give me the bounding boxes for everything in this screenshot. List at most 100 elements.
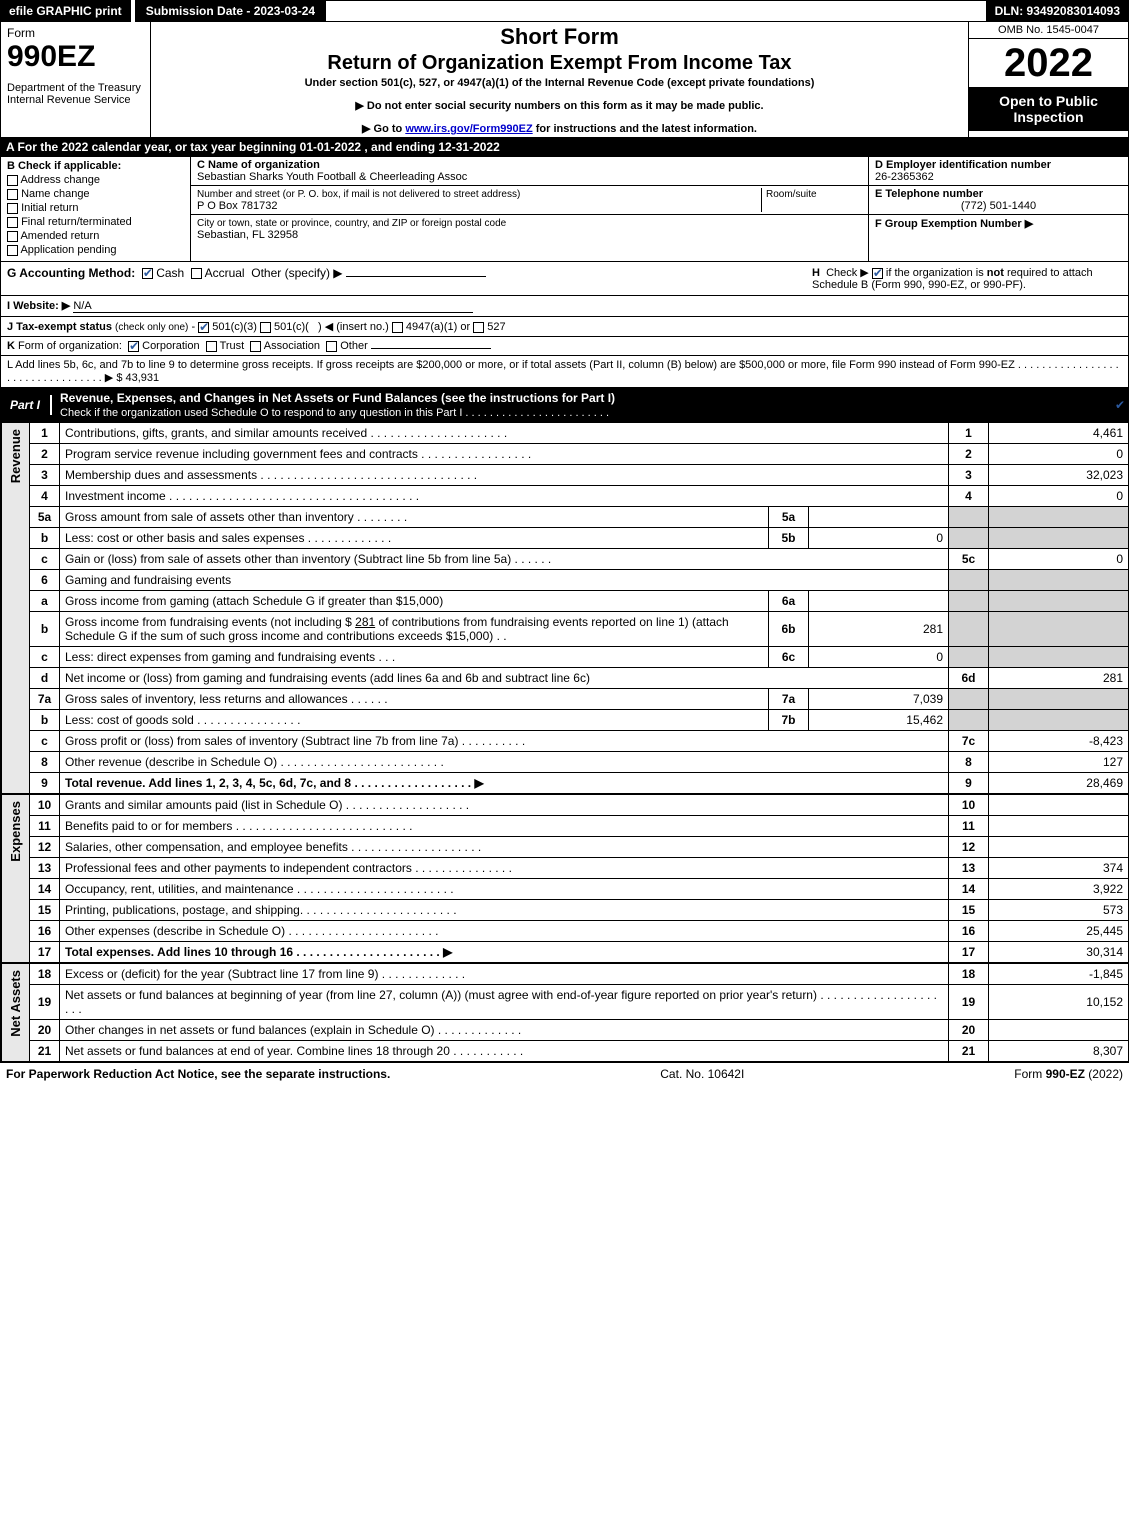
chk-trust[interactable]	[206, 341, 217, 352]
part1-check-note: Check if the organization used Schedule …	[60, 407, 609, 419]
irs-link[interactable]: www.irs.gov/Form990EZ	[405, 123, 532, 135]
addr-value: P O Box 781732	[197, 200, 278, 212]
chk-501c[interactable]	[260, 322, 271, 333]
lbl-initial-return: Initial return	[21, 202, 78, 214]
chk-h[interactable]	[872, 268, 883, 279]
form-word: Form	[7, 26, 144, 40]
tax-year: 2022	[969, 39, 1128, 87]
line-21: 21Net assets or fund balances at end of …	[30, 1041, 1129, 1062]
header-left: Form 990EZ Department of the Treasury In…	[1, 22, 151, 137]
lbl-other: Other (specify) ▶	[251, 266, 342, 280]
line-18: 18Excess or (deficit) for the year (Subt…	[30, 964, 1129, 985]
org-name: Sebastian Sharks Youth Football & Cheerl…	[197, 171, 467, 183]
lbl-cash: Cash	[156, 266, 184, 280]
form-header: Form 990EZ Department of the Treasury In…	[0, 22, 1129, 137]
expenses-section: Expenses 10Grants and similar amounts pa…	[0, 794, 1129, 963]
section-bcdef: B Check if applicable: Address change Na…	[0, 157, 1129, 262]
city-label: City or town, state or province, country…	[197, 218, 506, 229]
line-9: 9Total revenue. Add lines 1, 2, 3, 4, 5c…	[30, 773, 1129, 794]
revenue-section: Revenue 1Contributions, gifts, grants, a…	[0, 422, 1129, 794]
lbl-accrual: Accrual	[205, 266, 245, 280]
line-20: 20Other changes in net assets or fund ba…	[30, 1020, 1129, 1041]
line-7c: cGross profit or (loss) from sales of in…	[30, 731, 1129, 752]
room-label: Room/suite	[766, 189, 817, 200]
lbl-address-change: Address change	[20, 174, 100, 186]
chk-accrual[interactable]	[191, 268, 202, 279]
l-text: L Add lines 5b, 6c, and 7b to line 9 to …	[7, 359, 1119, 384]
chk-final-return[interactable]: Final return/terminated	[7, 216, 184, 228]
form-title-2: Return of Organization Exempt From Incom…	[159, 52, 960, 75]
chk-cash[interactable]	[142, 268, 153, 279]
line-6b: bGross income from fundraising events (n…	[30, 612, 1129, 647]
submission-date: Submission Date - 2023-03-24	[135, 0, 326, 22]
line-16: 16Other expenses (describe in Schedule O…	[30, 921, 1129, 942]
row-j: J Tax-exempt status (check only one) - 5…	[0, 317, 1129, 337]
line-6a: aGross income from gaming (attach Schedu…	[30, 591, 1129, 612]
netassets-section: Net Assets 18Excess or (deficit) for the…	[0, 963, 1129, 1062]
line-3: 3Membership dues and assessments . . . .…	[30, 465, 1129, 486]
chk-address-change[interactable]: Address change	[7, 174, 184, 186]
line-6: 6Gaming and fundraising events	[30, 570, 1129, 591]
line-a: A For the 2022 calendar year, or tax yea…	[0, 137, 1129, 157]
line-7b: bLess: cost of goods sold . . . . . . . …	[30, 710, 1129, 731]
chk-other-org[interactable]	[326, 341, 337, 352]
chk-assoc[interactable]	[250, 341, 261, 352]
chk-501c3[interactable]	[198, 322, 209, 333]
h-section: H Check ▶ if the organization is not req…	[812, 266, 1122, 291]
l-amount: 43,931	[126, 372, 160, 384]
note-link-post: for instructions and the latest informat…	[533, 123, 757, 135]
top-bar: efile GRAPHIC print Submission Date - 20…	[0, 0, 1129, 22]
b-label: B Check if applicable:	[7, 160, 184, 172]
note-link: ▶ Go to www.irs.gov/Form990EZ for instru…	[159, 122, 960, 135]
line-4: 4Investment income . . . . . . . . . . .…	[30, 486, 1129, 507]
department: Department of the Treasury Internal Reve…	[7, 82, 144, 106]
chk-4947[interactable]	[392, 322, 403, 333]
line-6c: cLess: direct expenses from gaming and f…	[30, 647, 1129, 668]
side-netassets: Net Assets	[1, 963, 29, 1062]
part1-header: Part I Revenue, Expenses, and Changes in…	[0, 388, 1129, 422]
col-c: C Name of organization Sebastian Sharks …	[191, 157, 868, 261]
city-value: Sebastian, FL 32958	[197, 229, 298, 241]
line-11: 11Benefits paid to or for members . . . …	[30, 816, 1129, 837]
addr-label: Number and street (or P. O. box, if mail…	[197, 189, 520, 200]
revenue-table: 1Contributions, gifts, grants, and simil…	[29, 422, 1129, 794]
line-5a: 5aGross amount from sale of assets other…	[30, 507, 1129, 528]
line-5c: cGain or (loss) from sale of assets othe…	[30, 549, 1129, 570]
line-12: 12Salaries, other compensation, and empl…	[30, 837, 1129, 858]
page-footer: For Paperwork Reduction Act Notice, see …	[0, 1062, 1129, 1085]
form-title-1: Short Form	[159, 24, 960, 50]
efile-label[interactable]: efile GRAPHIC print	[0, 0, 131, 22]
line-7a: 7aGross sales of inventory, less returns…	[30, 689, 1129, 710]
header-mid: Short Form Return of Organization Exempt…	[151, 22, 968, 137]
line-19: 19Net assets or fund balances at beginni…	[30, 985, 1129, 1020]
lbl-amended-return: Amended return	[20, 230, 99, 242]
e-row: E Telephone number (772) 501-1440	[869, 186, 1128, 215]
top-spacer	[326, 0, 985, 22]
omb-number: OMB No. 1545-0047	[969, 22, 1128, 39]
chk-initial-return[interactable]: Initial return	[7, 202, 184, 214]
line-5b: bLess: cost or other basis and sales exp…	[30, 528, 1129, 549]
footer-left: For Paperwork Reduction Act Notice, see …	[6, 1067, 390, 1081]
chk-527[interactable]	[473, 322, 484, 333]
part1-title: Revenue, Expenses, and Changes in Net As…	[52, 388, 1110, 422]
i-label: I Website: ▶	[7, 300, 70, 312]
e-label: E Telephone number	[875, 188, 983, 200]
org-name-row: C Name of organization Sebastian Sharks …	[191, 157, 868, 186]
lbl-final-return: Final return/terminated	[21, 216, 132, 228]
c-label: C Name of organization	[197, 159, 320, 171]
chk-app-pending[interactable]: Application pending	[7, 244, 184, 256]
row-gh: G Accounting Method: Cash Accrual Other …	[0, 262, 1129, 296]
chk-corp[interactable]	[128, 341, 139, 352]
footer-cat: Cat. No. 10642I	[660, 1067, 744, 1081]
line-15: 15Printing, publications, postage, and s…	[30, 900, 1129, 921]
phone-value: (772) 501-1440	[875, 200, 1122, 212]
chk-name-change[interactable]: Name change	[7, 188, 184, 200]
other-org-line[interactable]	[371, 348, 491, 349]
other-specify-line[interactable]	[346, 276, 486, 277]
expenses-table: 10Grants and similar amounts paid (list …	[29, 794, 1129, 963]
side-expenses: Expenses	[1, 794, 29, 963]
part1-checkbox[interactable]	[1110, 396, 1129, 414]
col-b: B Check if applicable: Address change Na…	[1, 157, 191, 261]
chk-amended-return[interactable]: Amended return	[7, 230, 184, 242]
d-row: D Employer identification number 26-2365…	[869, 157, 1128, 186]
